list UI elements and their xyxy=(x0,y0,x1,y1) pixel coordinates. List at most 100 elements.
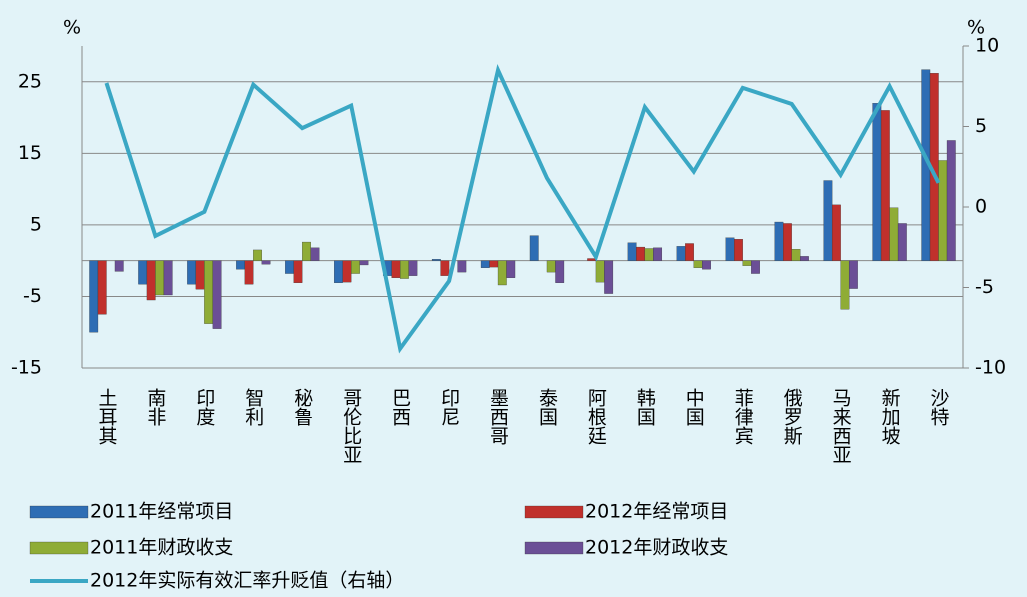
bar xyxy=(791,249,801,261)
bar xyxy=(800,256,809,261)
x-tick-label: 沙特 xyxy=(928,388,950,426)
bar xyxy=(293,260,303,283)
bar xyxy=(693,260,703,268)
bar xyxy=(685,243,694,261)
bar xyxy=(440,260,450,276)
bar xyxy=(823,180,833,261)
bar xyxy=(236,260,245,270)
y2-tick-label: -10 xyxy=(975,357,1006,379)
x-tick-label: 土耳其 xyxy=(95,388,117,445)
bar xyxy=(146,260,156,301)
bar xyxy=(261,260,271,265)
bar xyxy=(636,246,646,261)
bar xyxy=(285,260,294,274)
legend-label: 2011年财政收支 xyxy=(90,537,233,559)
bar xyxy=(489,260,499,268)
bar xyxy=(457,260,467,273)
x-tick-label: 俄罗斯 xyxy=(781,388,803,446)
x-tick-label: 新加坡 xyxy=(879,388,901,445)
bar xyxy=(897,223,907,261)
bar xyxy=(555,260,565,283)
bar xyxy=(138,260,148,285)
x-tick-label: 南非 xyxy=(144,388,166,426)
x-tick-label: 墨西哥 xyxy=(487,388,509,445)
x-tick-label: 阿根廷 xyxy=(585,388,607,445)
bar xyxy=(408,260,418,276)
x-tick-label: 秘鲁 xyxy=(291,388,313,426)
bar xyxy=(644,248,654,261)
x-tick-label: 智利 xyxy=(242,388,264,426)
bar xyxy=(359,260,369,266)
x-tick-label: 巴西 xyxy=(389,388,411,426)
bar xyxy=(831,204,841,261)
y-tick-label: 25 xyxy=(18,70,42,92)
bar xyxy=(480,260,490,268)
x-tick-label: 泰国 xyxy=(536,388,558,426)
x-tick-label: 印度 xyxy=(193,388,215,426)
bar xyxy=(187,260,197,285)
legend-label: 2012年财政收支 xyxy=(585,537,728,559)
bar xyxy=(840,260,850,310)
x-tick-label: 中国 xyxy=(683,388,705,426)
y-tick-label: -15 xyxy=(11,357,42,379)
x-tick-label: 印尼 xyxy=(438,388,460,426)
bar xyxy=(595,260,605,283)
bar xyxy=(848,260,858,289)
x-tick-label: 菲律宾 xyxy=(732,388,754,445)
bar xyxy=(431,259,441,261)
bar xyxy=(334,260,343,283)
bar xyxy=(399,260,409,279)
bar xyxy=(742,260,752,266)
bar xyxy=(497,260,507,286)
bar xyxy=(880,110,890,261)
y2-tick-label: 10 xyxy=(975,35,999,57)
legend-swatch xyxy=(524,505,584,519)
bar xyxy=(391,260,401,278)
line xyxy=(104,63,941,354)
bar xyxy=(725,237,735,261)
x-tick-label: 哥伦比亚 xyxy=(340,388,362,464)
bar xyxy=(734,239,743,261)
bar xyxy=(751,260,760,274)
legend-swatch xyxy=(524,541,584,555)
y2-tick-label: 5 xyxy=(975,115,987,137)
bar xyxy=(546,260,556,273)
bar xyxy=(676,246,686,261)
bar xyxy=(155,260,165,296)
bar xyxy=(244,260,254,285)
bar xyxy=(702,260,711,270)
bar xyxy=(114,260,124,272)
y2-tick-label: 0 xyxy=(975,196,987,218)
bar xyxy=(938,160,948,261)
x-tick-label: 马来西亚 xyxy=(830,388,852,464)
bar xyxy=(604,260,614,294)
y-tick-label: 15 xyxy=(18,142,42,164)
legend-swatch xyxy=(29,541,89,555)
bar xyxy=(351,260,360,274)
legend-swatch xyxy=(29,505,89,519)
bar xyxy=(212,260,222,329)
bar xyxy=(529,235,539,261)
bar xyxy=(627,242,637,261)
bar xyxy=(946,140,956,261)
x-tick-label: 韩国 xyxy=(634,388,656,426)
bar xyxy=(506,260,516,278)
bar xyxy=(889,207,899,261)
bar xyxy=(253,249,262,261)
legend-label: 2012年实际有效汇率升贬值（右轴） xyxy=(90,570,404,592)
bar xyxy=(587,258,597,261)
bar xyxy=(310,247,320,261)
bar xyxy=(97,260,107,315)
bar xyxy=(653,247,663,261)
y-axis-label: % xyxy=(63,17,81,39)
bar xyxy=(163,260,173,296)
y-tick-label: -5 xyxy=(23,285,42,307)
y2-axis-label: % xyxy=(967,17,985,39)
bar xyxy=(302,241,311,261)
bar xyxy=(783,223,792,261)
y-tick-label: 5 xyxy=(30,213,42,235)
bar xyxy=(342,260,352,283)
y2-tick-label: -5 xyxy=(975,276,994,298)
bar xyxy=(204,260,214,324)
